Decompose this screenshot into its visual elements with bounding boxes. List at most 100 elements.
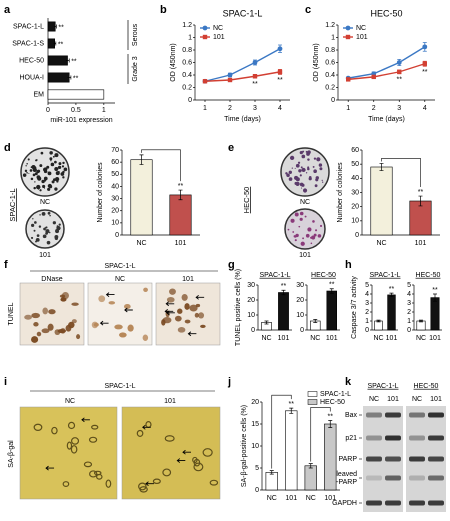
image-label: DNase — [41, 276, 63, 283]
colony — [29, 169, 33, 172]
y-tick-label: 40 — [351, 175, 359, 182]
colony — [307, 158, 310, 161]
cell — [114, 324, 123, 330]
x-tick-label: 4 — [423, 105, 427, 112]
colony — [55, 229, 58, 232]
cell — [71, 302, 79, 306]
colony — [43, 167, 48, 172]
category-label: HEC-50 — [19, 57, 44, 64]
y-tick-label: 1.2 — [182, 22, 192, 29]
stain-label: TUNEL — [8, 302, 15, 325]
group-label: Grade 3 — [132, 56, 139, 81]
chart-title: SPAC-1-L — [260, 272, 291, 279]
arrow — [81, 417, 90, 423]
significance: ** — [178, 183, 184, 190]
cell — [89, 470, 98, 478]
colony — [319, 224, 323, 228]
legend-label: HEC-50 — [320, 399, 345, 406]
panel-letter: a — [4, 4, 11, 16]
colony — [301, 183, 305, 187]
cell — [76, 334, 81, 340]
legend-label: NC — [213, 25, 223, 32]
cell — [194, 312, 199, 318]
colony — [288, 177, 293, 181]
colony — [28, 172, 30, 174]
cell — [184, 319, 191, 324]
y-tick-label: 5 — [255, 465, 259, 472]
colony — [292, 231, 295, 233]
x-tick-label: 101 — [415, 240, 427, 247]
y-tick-label: 5 — [407, 282, 411, 289]
colony — [42, 184, 46, 189]
colony — [321, 179, 323, 182]
x-tick-label: 0.5 — [71, 107, 81, 114]
y-tick-label: 10 — [351, 218, 359, 225]
colony — [293, 235, 297, 238]
significance-bracket — [381, 158, 421, 188]
y-tick-label: 1.2 — [325, 22, 335, 29]
y-tick-label: 5 — [365, 282, 369, 289]
colony — [30, 177, 34, 181]
protein-label: -PARP — [336, 479, 357, 486]
cell — [181, 293, 188, 301]
colony — [289, 155, 295, 161]
y-tick-label: 2 — [407, 309, 411, 316]
stain-label: SA-β-gal — [8, 440, 15, 468]
y-tick-label: 3 — [407, 300, 411, 307]
y-tick-label: 0.4 — [182, 72, 192, 79]
series-line — [204, 71, 281, 82]
bar — [47, 72, 70, 83]
colony — [41, 211, 46, 216]
bar — [387, 294, 396, 331]
colony — [47, 188, 51, 191]
y-axis-label: Number of colonies — [337, 162, 344, 223]
significance: ** — [281, 283, 287, 290]
band — [428, 456, 444, 462]
arrow — [99, 320, 109, 326]
colony — [62, 176, 65, 179]
y-tick-label: 4 — [407, 291, 411, 298]
y-tick-label: 0 — [365, 327, 369, 334]
images — [19, 147, 446, 512]
colony — [302, 188, 308, 193]
significance: ** — [422, 69, 428, 76]
colony — [316, 157, 321, 162]
error-bar — [389, 292, 394, 298]
y-tick-label: 3 — [365, 300, 369, 307]
colony — [58, 223, 61, 226]
colony — [313, 169, 317, 174]
significance-bracket — [141, 149, 181, 182]
x-tick-label: 101 — [285, 495, 297, 502]
bar — [169, 194, 192, 236]
band — [366, 456, 382, 462]
error-bar — [418, 195, 423, 207]
x-tick-label: NC — [136, 240, 146, 247]
colony — [315, 229, 318, 232]
x-tick-label: 101 — [175, 240, 187, 247]
cell — [161, 319, 166, 326]
series-line — [348, 63, 426, 81]
band — [409, 475, 425, 481]
bar — [430, 297, 440, 331]
colony — [307, 227, 312, 232]
arrow — [142, 424, 151, 430]
marker — [202, 25, 208, 31]
error-bar — [269, 470, 274, 475]
legend-swatch — [307, 399, 318, 405]
bar — [374, 320, 383, 331]
marker — [227, 77, 233, 83]
band — [409, 412, 425, 418]
cell — [33, 423, 43, 431]
significance: ** — [329, 282, 335, 289]
error-bar — [308, 463, 313, 469]
colony — [295, 163, 300, 168]
cell — [41, 328, 50, 334]
colony — [24, 169, 28, 173]
colony — [287, 228, 290, 231]
colony — [299, 217, 303, 221]
colony — [294, 181, 298, 186]
marker — [227, 72, 233, 78]
cell — [70, 437, 80, 445]
x-tick-label: 1 — [203, 105, 207, 112]
cell — [33, 322, 39, 327]
